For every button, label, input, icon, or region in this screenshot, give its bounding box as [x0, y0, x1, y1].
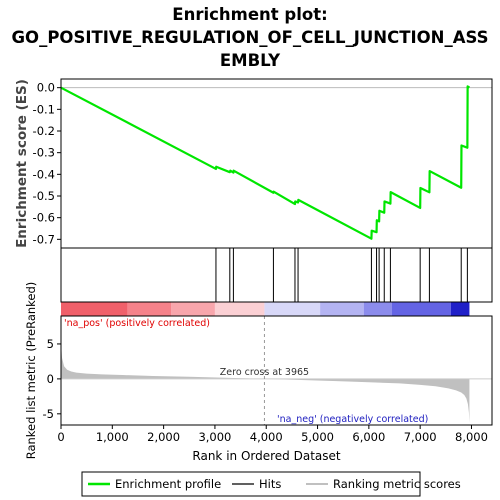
metric-panel-border [60, 315, 493, 426]
x-tick-label: 2,000 [147, 430, 180, 444]
metric-y-axis-label: Ranked list metric (PreRanked) [24, 282, 38, 460]
es-y-tick-label: -0.3 [33, 146, 55, 160]
rank-bar-segment [127, 302, 172, 316]
rank-bar-segment [214, 302, 265, 316]
x-tick-label: 4,000 [250, 430, 283, 444]
rank-bar-segment [450, 302, 470, 316]
negative-correlation-label: 'na_neg' (negatively correlated) [277, 414, 428, 425]
legend-label: Hits [259, 477, 281, 491]
rank-bar-segment [264, 302, 321, 316]
chart-title-line-2: GO_POSITIVE_REGULATION_OF_CELL_JUNCTION_… [11, 28, 489, 47]
x-tick-label: 0 [57, 430, 64, 444]
rank-bar-segment [320, 302, 364, 316]
x-tick-label: 3,000 [198, 430, 231, 444]
es-y-tick-label: -0.6 [33, 211, 55, 225]
zero-cross-label: Zero cross at 3965 [220, 367, 309, 378]
metric-panel-background [61, 316, 492, 425]
x-tick-label: 6,000 [352, 430, 385, 444]
es-y-tick-label: -0.1 [33, 102, 55, 116]
x-tick-label: 8,000 [455, 430, 488, 444]
x-axis-label: Rank in Ordered Dataset [192, 449, 340, 463]
es-y-tick-label: -0.7 [33, 232, 55, 246]
rank-bar-segment [61, 302, 128, 316]
enrichment-profile-line [60, 85, 471, 240]
chart-title-line-1: Enrichment plot: [172, 5, 328, 24]
metric-y-tick-label: 0 [47, 372, 54, 386]
chart-title: Enrichment plot: GO_POSITIVE_REGULATION_… [0, 3, 500, 72]
x-tick-label: 7,000 [404, 430, 437, 444]
rank-bar-segment [391, 302, 451, 316]
x-tick-label: 1,000 [96, 430, 129, 444]
legend-label: Ranking metric scores [333, 477, 461, 491]
rank-bar-segment [363, 302, 392, 316]
positive-correlation-label: 'na_pos' (positively correlated) [64, 318, 210, 329]
es-y-tick-label: -0.4 [33, 167, 55, 181]
legend-label: Enrichment profile [115, 477, 221, 491]
x-tick-label: 5,000 [301, 430, 334, 444]
es-y-tick-label: 0.0 [37, 81, 55, 95]
metric-y-tick-label: -5 [43, 407, 54, 421]
es-y-axis-label: Enrichment score (ES) [14, 79, 30, 248]
chart-title-line-3: EMBLY [219, 51, 281, 70]
es-y-tick-label: -0.5 [33, 189, 55, 203]
es-y-tick-label: -0.2 [33, 124, 55, 138]
metric-y-tick-label: 5 [47, 337, 54, 351]
rank-bar-segment [171, 302, 215, 316]
